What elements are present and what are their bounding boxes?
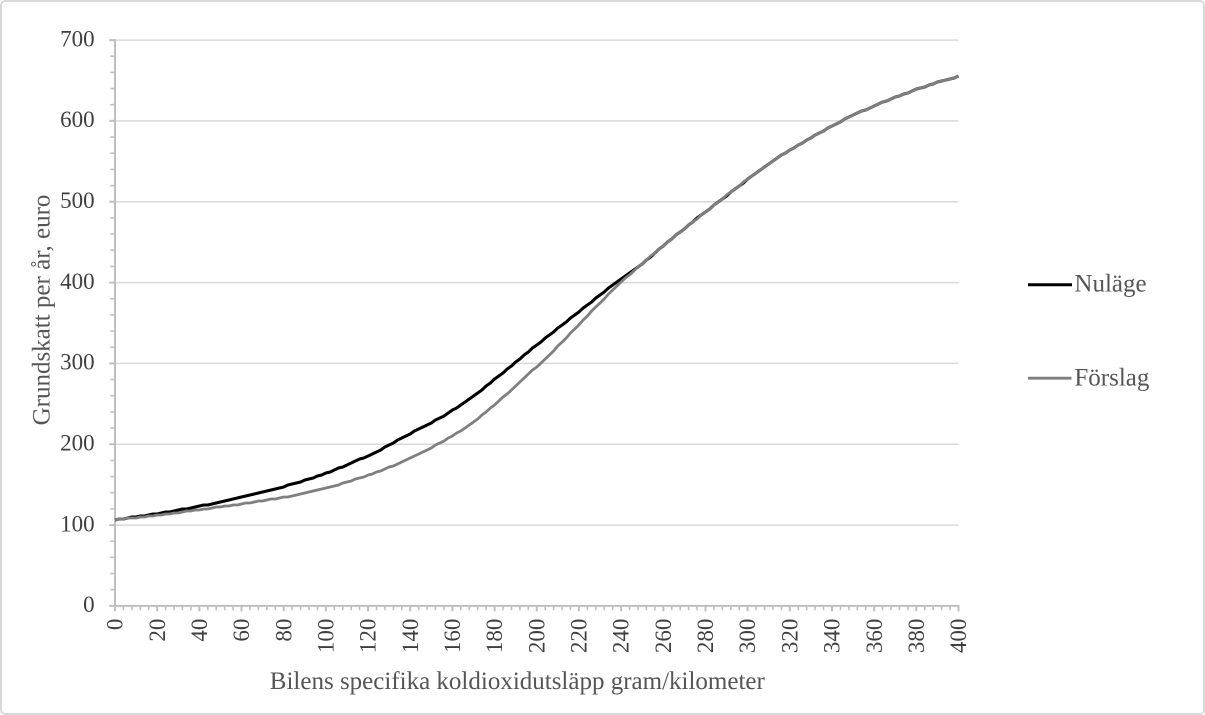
svg-text:700: 700 bbox=[60, 26, 95, 51]
svg-text:340: 340 bbox=[820, 619, 845, 654]
svg-text:100: 100 bbox=[314, 619, 339, 654]
svg-text:40: 40 bbox=[187, 619, 212, 642]
svg-text:Bilens specifika koldioxidutsl: Bilens specifika koldioxidutsläpp gram/k… bbox=[270, 668, 766, 695]
svg-text:300: 300 bbox=[735, 619, 760, 654]
svg-text:0: 0 bbox=[83, 592, 95, 617]
svg-text:200: 200 bbox=[524, 619, 549, 654]
svg-text:400: 400 bbox=[60, 269, 95, 294]
svg-text:180: 180 bbox=[482, 619, 507, 654]
svg-text:300: 300 bbox=[60, 350, 95, 375]
svg-text:0: 0 bbox=[103, 619, 128, 631]
svg-text:220: 220 bbox=[567, 619, 592, 654]
svg-text:80: 80 bbox=[271, 619, 296, 642]
svg-text:200: 200 bbox=[60, 431, 95, 456]
svg-text:100: 100 bbox=[60, 511, 95, 536]
svg-text:20: 20 bbox=[145, 619, 170, 642]
svg-text:120: 120 bbox=[356, 619, 381, 654]
svg-text:380: 380 bbox=[904, 619, 929, 654]
svg-text:Förslag: Förslag bbox=[1074, 364, 1150, 391]
svg-text:Grundskatt per år, euro: Grundskatt per år, euro bbox=[29, 195, 56, 426]
svg-text:60: 60 bbox=[229, 619, 254, 642]
svg-text:500: 500 bbox=[60, 188, 95, 213]
svg-text:400: 400 bbox=[946, 619, 971, 654]
svg-text:140: 140 bbox=[398, 619, 423, 654]
svg-text:240: 240 bbox=[609, 619, 634, 654]
svg-text:360: 360 bbox=[862, 619, 887, 654]
svg-text:160: 160 bbox=[440, 619, 465, 654]
svg-text:320: 320 bbox=[777, 619, 802, 654]
svg-text:Nuläge: Nuläge bbox=[1074, 271, 1146, 298]
svg-text:600: 600 bbox=[60, 107, 95, 132]
svg-text:260: 260 bbox=[651, 619, 676, 654]
svg-text:280: 280 bbox=[693, 619, 718, 654]
